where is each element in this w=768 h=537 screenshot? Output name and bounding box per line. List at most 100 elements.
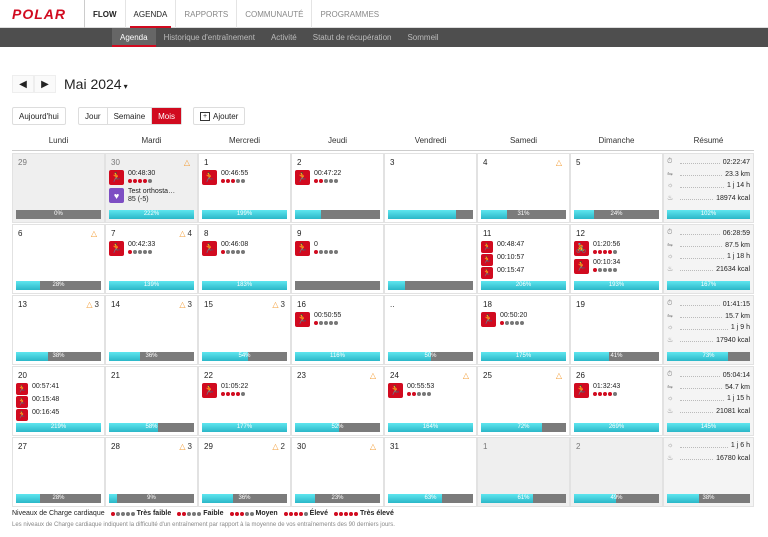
day-cell[interactable]: 2 49% xyxy=(570,437,663,507)
subnav-item-1[interactable]: Historique d'entraînement xyxy=(163,33,255,42)
add-button[interactable]: + Ajouter xyxy=(193,107,246,125)
load-dot xyxy=(334,321,338,325)
next-month-button[interactable]: ▶ xyxy=(34,75,56,93)
nav-item-1[interactable]: AGENDA xyxy=(124,0,176,28)
training-session[interactable]: 🏃 00:10:57 xyxy=(481,254,524,266)
day-cell[interactable]: 18 🏃 00:50:20 175% xyxy=(477,295,570,365)
day-cell[interactable]: 23 △ 52% xyxy=(291,366,384,436)
day-cell[interactable]: 21 58% xyxy=(105,366,198,436)
day-cell[interactable]: 28 △ 3 9% xyxy=(105,437,198,507)
training-session[interactable]: 🏃 00:57:41 xyxy=(16,383,59,395)
day-cell[interactable]: 11 🏃 00:48:47 🏃 00:10:57 🏃 00:15:47 206% xyxy=(477,224,570,294)
day-cell[interactable]: 12 🚴 01:20:56 🏃 00:10:34 193% xyxy=(570,224,663,294)
day-view-button[interactable]: Jour xyxy=(79,108,108,124)
subnav-item-3[interactable]: Statut de récupération xyxy=(312,33,392,42)
training-session[interactable]: 🏃 00:48:47 xyxy=(481,241,524,253)
training-target-flag[interactable]: △ 2 xyxy=(272,442,285,451)
day-number: 7 xyxy=(111,229,116,238)
training-session[interactable]: 🏃 00:55:53 xyxy=(388,383,434,398)
day-cell[interactable]: 24 △ 🏃 00:55:53 164% xyxy=(384,366,477,436)
day-cell[interactable]: 30 △ 23% xyxy=(291,437,384,507)
training-session[interactable]: 🏃 00:42:33 xyxy=(109,241,155,256)
previous-month-button[interactable]: ◀ xyxy=(12,75,34,93)
training-target-flag[interactable]: △ xyxy=(556,371,564,380)
nav-item-0[interactable]: FLOW xyxy=(84,0,125,28)
day-cell[interactable]: 1 🏃 00:46:55 199% xyxy=(198,153,291,223)
day-cell[interactable]: 1 61% xyxy=(477,437,570,507)
day-cell[interactable]: 29 0% xyxy=(12,153,105,223)
training-target-flag[interactable]: △ xyxy=(370,442,378,451)
training-session[interactable]: 🏃 00:50:55 xyxy=(295,312,341,327)
day-cell[interactable]: 5 24% xyxy=(570,153,663,223)
day-cell[interactable]: 2 🏃 00:47:22 xyxy=(291,153,384,223)
day-cell[interactable]: .. 50% xyxy=(384,295,477,365)
leader-dots xyxy=(680,160,720,164)
training-session[interactable]: 🏃 00:16:45 xyxy=(16,409,59,421)
day-cell[interactable]: 3 xyxy=(384,153,477,223)
load-bar-fill xyxy=(667,210,750,219)
training-target-flag[interactable]: △ 3 xyxy=(272,300,285,309)
training-target-flag[interactable]: △ xyxy=(184,158,192,167)
day-cell[interactable]: 27 28% xyxy=(12,437,105,507)
training-session[interactable]: 🏃 00:15:48 xyxy=(16,396,59,408)
training-session[interactable]: 🏃 00:50:20 xyxy=(481,312,527,327)
training-session[interactable]: 🏃 00:10:34 xyxy=(574,259,620,274)
training-session[interactable]: 🏃 01:05:22 xyxy=(202,383,248,398)
training-session[interactable]: 🏃 00:46:55 xyxy=(202,170,248,185)
summary-recov: ☼ 1 j 15 h xyxy=(667,395,750,402)
training-session[interactable]: 🏃 00:46:08 xyxy=(202,241,248,256)
training-target-flag[interactable]: △ xyxy=(463,371,471,380)
day-cell[interactable]: 14 △ 3 36% xyxy=(105,295,198,365)
day-cell[interactable]: 26 🏃 01:32:43 269% xyxy=(570,366,663,436)
training-target-flag[interactable]: △ xyxy=(370,371,378,380)
day-cell[interactable]: 20 🏃 00:57:41 🏃 00:15:48 🏃 00:16:45 219% xyxy=(12,366,105,436)
day-cell[interactable]: 4 △ 31% xyxy=(477,153,570,223)
day-cell[interactable]: 16 🏃 00:50:55 116% xyxy=(291,295,384,365)
day-cell[interactable]: 30 △ 🏃 00:48:30 ♥ Test orthosta… 85 (-5) 222% xyxy=(105,153,198,223)
day-cell[interactable]: 22 🏃 01:05:22 177% xyxy=(198,366,291,436)
nav-item-3[interactable]: COMMUNAUTÉ xyxy=(236,0,311,28)
training-target-flag[interactable]: △ 3 xyxy=(179,442,192,451)
load-bar-fill xyxy=(667,281,750,290)
day-cell[interactable]: 31 63% xyxy=(384,437,477,507)
training-target-flag[interactable]: △ 3 xyxy=(86,300,99,309)
training-session[interactable]: 🏃 0 xyxy=(295,241,338,256)
day-cell[interactable]: 19 41% xyxy=(570,295,663,365)
day-cell[interactable]: 7 △ 4 🏃 00:42:33 139% xyxy=(105,224,198,294)
session-details: 00:57:41 xyxy=(32,383,59,391)
training-session[interactable]: 🏃 01:32:43 xyxy=(574,383,620,398)
subnav-item-2[interactable]: Activité xyxy=(270,33,297,42)
load-percent: 61% xyxy=(517,495,530,501)
training-target-flag[interactable]: △ 3 xyxy=(179,300,192,309)
heart-load-dots xyxy=(110,512,135,516)
nav-item-2[interactable]: RAPPORTS xyxy=(175,0,236,28)
subnav-item-0[interactable]: Agenda xyxy=(112,28,156,47)
month-dropdown[interactable]: Mai 2024 ▾ xyxy=(64,76,128,92)
day-cell[interactable]: 6 △ 28% xyxy=(12,224,105,294)
training-session[interactable]: 🏃 00:47:22 xyxy=(295,170,341,185)
nav-item-4[interactable]: PROGRAMMES xyxy=(311,0,387,28)
day-cell[interactable]: 13 △ 3 38% xyxy=(12,295,105,365)
training-session[interactable]: 🚴 01:20:56 xyxy=(574,241,620,256)
leader-dots xyxy=(680,231,720,235)
training-target-flag[interactable]: △ xyxy=(556,158,564,167)
day-cell[interactable]: 15 △ 3 54% xyxy=(198,295,291,365)
month-view-button[interactable]: Mois xyxy=(152,108,182,124)
day-cell[interactable]: 9 🏃 0 xyxy=(291,224,384,294)
polar-logo[interactable]: POLAR xyxy=(12,6,66,22)
day-cell[interactable]: 25 △ 72% xyxy=(477,366,570,436)
day-cell[interactable] xyxy=(384,224,477,294)
day-cell[interactable]: 8 🏃 00:46:08 183% xyxy=(198,224,291,294)
training-session[interactable]: ♥ Test orthosta… 85 (-5) xyxy=(109,188,175,204)
legend-level: Faible xyxy=(177,510,224,517)
training-target-flag[interactable]: △ xyxy=(91,229,99,238)
training-target-flag[interactable]: △ 4 xyxy=(179,229,192,238)
training-session[interactable]: 🏃 00:48:30 xyxy=(109,170,155,185)
day-cell[interactable]: 29 △ 2 36% xyxy=(198,437,291,507)
subnav-item-4[interactable]: Sommeil xyxy=(407,33,439,42)
week-summary: ☼ 1 j 6 h ♨ 16780 kcal 38% xyxy=(663,437,754,507)
today-button[interactable]: Aujourd'hui xyxy=(12,107,66,125)
calories-icon: ♨ xyxy=(667,455,674,462)
training-session[interactable]: 🏃 00:15:47 xyxy=(481,267,524,279)
week-view-button[interactable]: Semaine xyxy=(108,108,153,124)
